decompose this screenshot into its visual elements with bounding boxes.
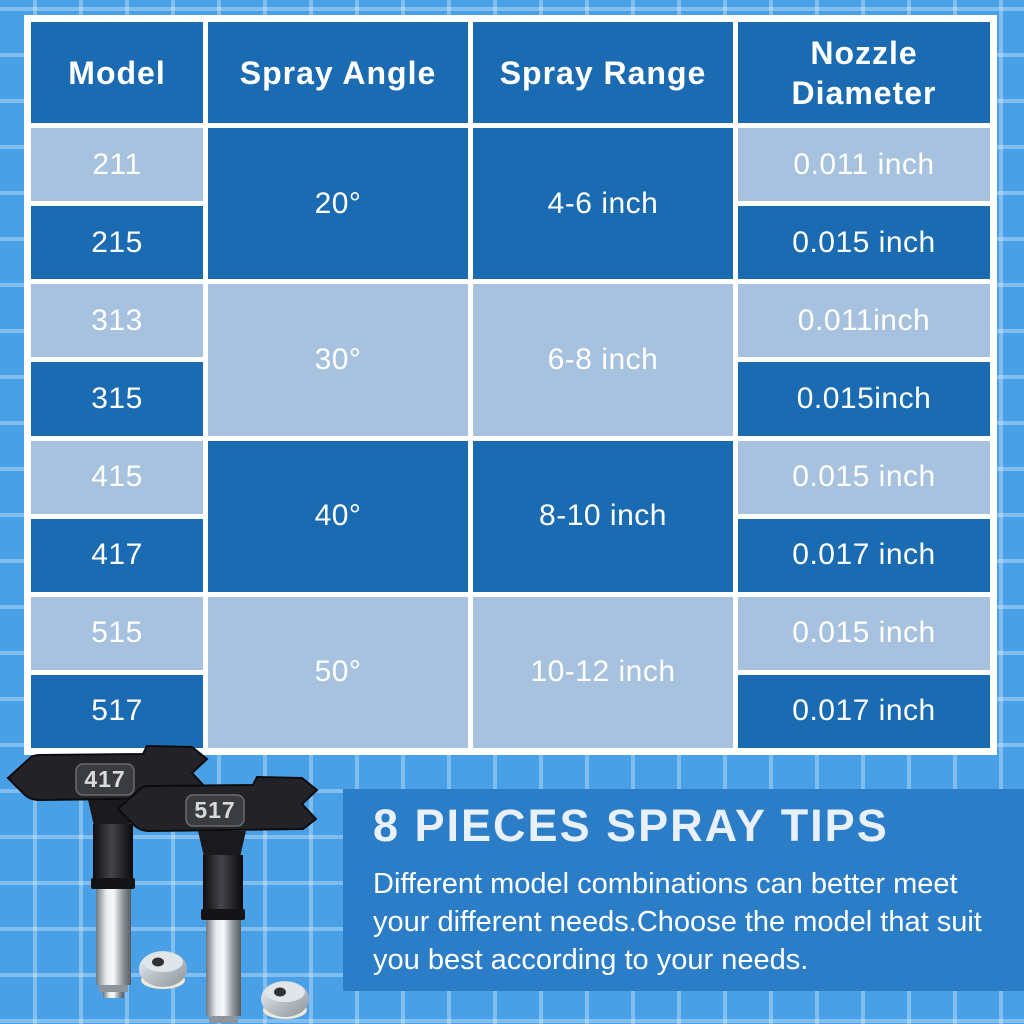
diameter-cell-211: 0.011 inch: [738, 128, 990, 202]
diameter-cell-215: 0.015 inch: [738, 206, 990, 280]
tip-517-ring: [201, 909, 245, 920]
tip-417-stem: [96, 889, 131, 985]
tip-517-cap: [209, 1016, 238, 1023]
diameter-cell-417: 0.017 inch: [738, 518, 990, 592]
tip-417-thread: [103, 992, 124, 998]
range-cell-50: 10-12 inch: [473, 596, 733, 748]
tip-517-label-plate: [185, 794, 245, 827]
tip-417-ring: [91, 878, 135, 889]
tip-517-label: 517: [194, 797, 235, 823]
promo-description: Different model combinations can better …: [373, 867, 982, 977]
model-cell-215: 215: [31, 206, 203, 280]
model-cell-211: 211: [31, 128, 203, 202]
spec-table: Model Spray Angle Spray Range Nozzle Dia…: [24, 15, 997, 755]
header-spray-angle: Spray Angle: [208, 22, 468, 123]
range-cell-30: 6-8 inch: [473, 284, 733, 436]
tip-417-cap: [99, 985, 128, 992]
washer-2-hole: [274, 987, 286, 997]
spray-tip-517: 517: [116, 775, 319, 1023]
angle-cell-30: 30°: [208, 284, 468, 436]
range-cell-20: 4-6 inch: [473, 128, 733, 280]
tip-417-barrel: [93, 824, 133, 880]
washer-1-hole: [152, 957, 164, 967]
range-cell-40: 8-10 inch: [473, 440, 733, 592]
angle-cell-20: 20°: [208, 128, 468, 280]
angle-cell-40: 40°: [208, 440, 468, 592]
diameter-cell-515: 0.015 inch: [738, 596, 990, 670]
angle-cell-50: 50°: [208, 596, 468, 748]
seal-washer-1: [139, 951, 187, 989]
spray-tips-photo: 417 517: [6, 744, 319, 1023]
seal-washer-2: [261, 981, 309, 1019]
tip-517-barrel: [203, 855, 243, 911]
header-nozzle-diameter: Nozzle Diameter: [738, 22, 990, 123]
model-cell-315: 315: [31, 362, 203, 436]
tip-417-label: 417: [84, 766, 125, 792]
tip-517-stem: [206, 920, 241, 1016]
header-spray-range: Spray Range: [473, 22, 733, 123]
promo-panel: 8 PIECES SPRAY TIPS Different model comb…: [343, 789, 1024, 991]
diameter-cell-315: 0.015inch: [738, 362, 990, 436]
model-cell-517: 517: [31, 674, 203, 748]
model-cell-417: 417: [31, 518, 203, 592]
model-cell-515: 515: [31, 596, 203, 670]
spray-tip-417: 417: [6, 744, 209, 998]
promo-title: 8 PIECES SPRAY TIPS: [373, 800, 889, 851]
diameter-cell-517: 0.017 inch: [738, 674, 990, 748]
tip-517-neck: [198, 831, 246, 857]
diameter-cell-415: 0.015 inch: [738, 440, 990, 514]
model-cell-415: 415: [31, 440, 203, 514]
tip-417-label-plate: [75, 763, 135, 796]
model-cell-313: 313: [31, 284, 203, 358]
header-model: Model: [31, 22, 203, 123]
diameter-cell-313: 0.011inch: [738, 284, 990, 358]
